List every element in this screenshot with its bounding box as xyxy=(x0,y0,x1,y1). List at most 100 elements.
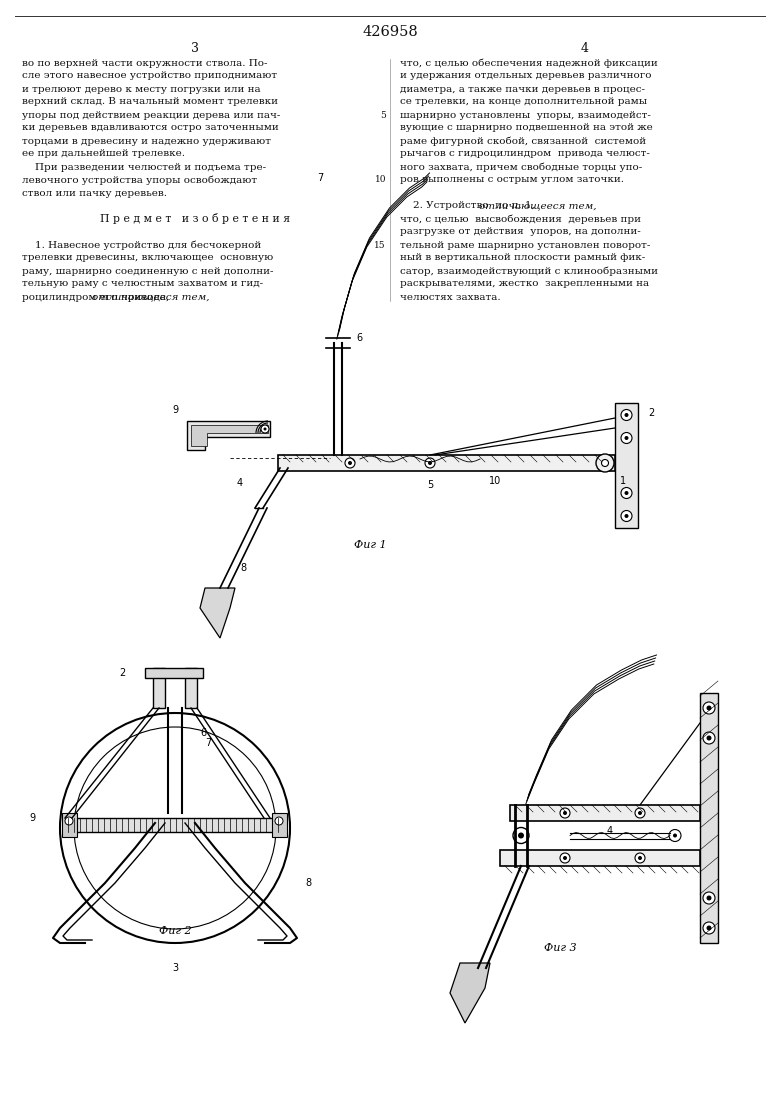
Text: се трелевки, на конце дополнительной рамы: се трелевки, на конце дополнительной рам… xyxy=(400,97,647,107)
Text: тельную раму с челюстным захватом и гид-: тельную раму с челюстным захватом и гид- xyxy=(22,279,263,289)
Circle shape xyxy=(621,488,632,499)
Text: ствол или пачку деревьев.: ствол или пачку деревьев. xyxy=(22,189,167,197)
Polygon shape xyxy=(500,850,700,866)
Text: 7: 7 xyxy=(317,173,323,183)
Circle shape xyxy=(707,736,711,740)
Text: 4: 4 xyxy=(581,42,589,54)
Text: 10: 10 xyxy=(374,175,386,184)
Polygon shape xyxy=(615,403,638,528)
Text: ки деревьев вдавливаются остро заточенными: ки деревьев вдавливаются остро заточенны… xyxy=(22,124,278,132)
Circle shape xyxy=(596,454,614,472)
Text: При разведении челюстей и подъема тре-: При разведении челюстей и подъема тре- xyxy=(22,162,266,171)
Text: 4: 4 xyxy=(237,478,243,488)
Polygon shape xyxy=(153,668,165,708)
Text: Фиг 3: Фиг 3 xyxy=(544,943,576,953)
Circle shape xyxy=(348,461,352,465)
Polygon shape xyxy=(65,818,285,832)
Text: 5: 5 xyxy=(380,110,386,119)
Polygon shape xyxy=(191,425,268,446)
Text: ее при дальнейшей трелевке.: ее при дальнейшей трелевке. xyxy=(22,150,185,159)
Text: 3: 3 xyxy=(172,963,178,973)
Circle shape xyxy=(707,706,711,710)
Polygon shape xyxy=(62,813,77,837)
Text: 2: 2 xyxy=(648,408,654,418)
Circle shape xyxy=(518,833,524,838)
Text: 2. Устройство  по п. 1,: 2. Устройство по п. 1, xyxy=(400,202,538,211)
Circle shape xyxy=(345,458,355,468)
Text: сатор, взаимодействующий с клинообразными: сатор, взаимодействующий с клинообразным… xyxy=(400,266,658,276)
Text: 1: 1 xyxy=(620,476,626,486)
Polygon shape xyxy=(185,668,197,708)
Text: верхний склад. В начальный момент трелевки: верхний склад. В начальный момент трелев… xyxy=(22,97,278,107)
Circle shape xyxy=(635,808,645,818)
Circle shape xyxy=(425,458,435,468)
Polygon shape xyxy=(700,693,718,943)
Text: и трелюют дерево к месту погрузки или на: и трелюют дерево к месту погрузки или на xyxy=(22,85,261,94)
Circle shape xyxy=(625,491,629,495)
Circle shape xyxy=(264,428,267,430)
Circle shape xyxy=(563,856,567,860)
Text: 426958: 426958 xyxy=(362,25,418,39)
Circle shape xyxy=(560,808,570,818)
Circle shape xyxy=(625,514,629,518)
Circle shape xyxy=(625,436,629,440)
Circle shape xyxy=(275,817,283,825)
Polygon shape xyxy=(510,805,700,821)
Text: роцилиндром его привода,: роцилиндром его привода, xyxy=(22,292,172,301)
Text: рычагов с гидроцилиндром  привода челюст-: рычагов с гидроцилиндром привода челюст- xyxy=(400,150,650,159)
Circle shape xyxy=(703,702,715,714)
Text: тельной раме шарнирно установлен поворот-: тельной раме шарнирно установлен поворот… xyxy=(400,240,651,249)
Text: раскрывателями, жестко  закрепленными на: раскрывателями, жестко закрепленными на xyxy=(400,279,649,289)
Text: Фиг 2: Фиг 2 xyxy=(158,927,191,936)
Circle shape xyxy=(601,460,608,467)
Text: что, с целью  высвобождения  деревьев при: что, с целью высвобождения деревьев при xyxy=(400,214,641,224)
Text: 9: 9 xyxy=(29,813,35,823)
Polygon shape xyxy=(187,421,270,450)
Polygon shape xyxy=(145,668,203,678)
Text: во по верхней части окружности ствола. По-: во по верхней части окружности ствола. П… xyxy=(22,58,268,67)
Text: вующие с шарнирно подвешенной на этой же: вующие с шарнирно подвешенной на этой же xyxy=(400,124,653,132)
Circle shape xyxy=(635,853,645,863)
Circle shape xyxy=(65,817,73,825)
Text: трелевки древесины, включающее  основную: трелевки древесины, включающее основную xyxy=(22,254,273,263)
Text: 5: 5 xyxy=(427,480,433,490)
Circle shape xyxy=(638,811,642,815)
Circle shape xyxy=(261,425,269,433)
Polygon shape xyxy=(450,963,490,1022)
Polygon shape xyxy=(278,456,615,471)
Text: 10: 10 xyxy=(489,476,501,486)
Circle shape xyxy=(707,896,711,900)
Text: 8: 8 xyxy=(240,563,246,572)
Text: торцами в древесину и надежно удерживают: торцами в древесину и надежно удерживают xyxy=(22,137,271,146)
Text: челюстях захвата.: челюстях захвата. xyxy=(400,292,501,301)
Text: левочного устройства упоры освобождают: левочного устройства упоры освобождают xyxy=(22,175,257,184)
Circle shape xyxy=(669,829,681,842)
Circle shape xyxy=(621,511,632,522)
Text: П р е д м е т   и з о б р е т е н и я: П р е д м е т и з о б р е т е н и я xyxy=(100,214,290,225)
Text: раму, шарнирно соединенную с ней дополни-: раму, шарнирно соединенную с ней дополни… xyxy=(22,267,274,276)
Text: упоры под действием реакции дерева или пач-: упоры под действием реакции дерева или п… xyxy=(22,110,280,119)
Circle shape xyxy=(428,461,432,465)
Circle shape xyxy=(560,853,570,863)
Text: 4: 4 xyxy=(607,825,613,835)
Text: 6: 6 xyxy=(356,333,362,343)
Circle shape xyxy=(563,811,567,815)
Text: 1. Навесное устройство для бесчокерной: 1. Навесное устройство для бесчокерной xyxy=(22,240,261,249)
Text: 8: 8 xyxy=(305,878,311,888)
Circle shape xyxy=(673,834,677,837)
Text: ный в вертикальной плоскости рамный фик-: ный в вертикальной плоскости рамный фик- xyxy=(400,254,645,263)
Text: 15: 15 xyxy=(374,240,386,249)
Text: шарнирно установлены  упоры, взаимодейст-: шарнирно установлены упоры, взаимодейст- xyxy=(400,110,651,119)
Text: диаметра, а также пачки деревьев в процес-: диаметра, а также пачки деревьев в проце… xyxy=(400,85,645,94)
Text: что, с целью обеспечения надежной фиксации: что, с целью обеспечения надежной фиксац… xyxy=(400,58,658,67)
Text: сле этого навесное устройство приподнимают: сле этого навесное устройство приподнима… xyxy=(22,72,277,81)
Circle shape xyxy=(703,732,715,745)
Circle shape xyxy=(625,413,629,417)
Circle shape xyxy=(638,856,642,860)
Text: ного захвата, причем свободные торцы упо-: ного захвата, причем свободные торцы упо… xyxy=(400,162,642,172)
Circle shape xyxy=(703,922,715,934)
Text: 7: 7 xyxy=(205,738,211,748)
Circle shape xyxy=(621,409,632,420)
Text: 3: 3 xyxy=(191,42,199,54)
Text: разгрузке от действия  упоров, на дополни-: разгрузке от действия упоров, на дополни… xyxy=(400,227,640,236)
